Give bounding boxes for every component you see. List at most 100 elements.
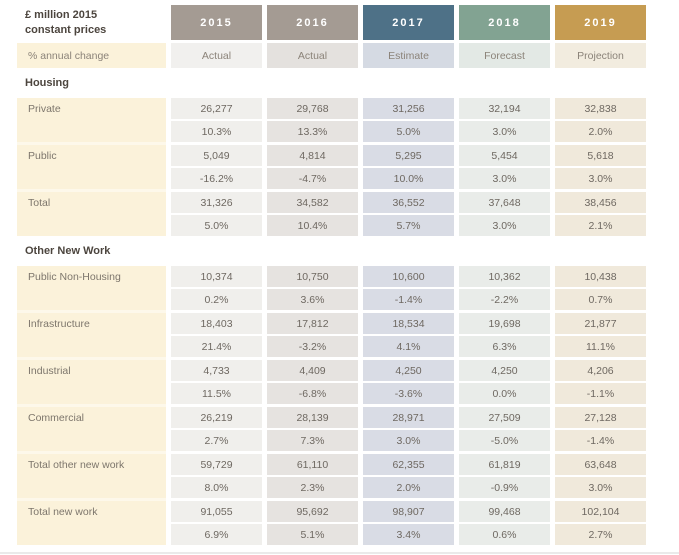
value-cell: 91,055 bbox=[171, 501, 262, 522]
change-cell: 3.0% bbox=[459, 215, 550, 236]
change-cell: 6.3% bbox=[459, 336, 550, 357]
table-row-group: Total 31,326 34,582 36,552 37,648 38,456 5.0% 1… bbox=[17, 189, 647, 236]
value-cell: 95,692 bbox=[267, 501, 358, 522]
change-cell: 2.0% bbox=[555, 121, 646, 142]
change-cell: 5.1% bbox=[267, 524, 358, 545]
value-cell: 32,194 bbox=[459, 98, 550, 119]
row-label: Private bbox=[17, 98, 166, 142]
change-cell: 0.0% bbox=[459, 383, 550, 404]
value-cell: 10,438 bbox=[555, 266, 646, 287]
value-cell: 21,877 bbox=[555, 313, 646, 334]
change-cell: 0.2% bbox=[171, 289, 262, 310]
status-cell-2018: Forecast bbox=[459, 43, 550, 68]
value-cell: 34,582 bbox=[267, 192, 358, 213]
change-cell: 5.0% bbox=[171, 215, 262, 236]
status-cell-2015: Actual bbox=[171, 43, 262, 68]
row-label: Commercial bbox=[17, 404, 166, 451]
table-row-group: Total other new work 59,729 61,110 62,355 61… bbox=[17, 451, 647, 498]
year-header-cell-2017: 2017 bbox=[363, 5, 454, 40]
value-cell: 26,277 bbox=[171, 98, 262, 119]
value-cell: 37,648 bbox=[459, 192, 550, 213]
table-title-line1: £ million 2015 bbox=[25, 8, 98, 21]
value-cell: 29,768 bbox=[267, 98, 358, 119]
status-cell-2019: Projection bbox=[555, 43, 646, 68]
change-cell: 11.5% bbox=[171, 383, 262, 404]
change-cell: 3.0% bbox=[555, 168, 646, 189]
value-cell: 4,409 bbox=[267, 360, 358, 381]
change-cell: 13.3% bbox=[267, 121, 358, 142]
section-title: Housing bbox=[25, 76, 69, 89]
value-cell: 27,128 bbox=[555, 407, 646, 428]
table-body: Housing Private 26,277 29,768 31,256 32,194 32… bbox=[17, 70, 647, 545]
value-cell: 4,814 bbox=[267, 145, 358, 166]
value-cell: 27,509 bbox=[459, 407, 550, 428]
change-cell: -5.0% bbox=[459, 430, 550, 451]
row-label: Industrial bbox=[17, 357, 166, 404]
table-row-group: Public 5,049 4,814 5,295 5,454 5,618 -16.2% -4.… bbox=[17, 142, 647, 189]
value-cell: 63,648 bbox=[555, 454, 646, 475]
change-cell: 8.0% bbox=[171, 477, 262, 498]
change-cell: 3.6% bbox=[267, 289, 358, 310]
value-cell: 10,374 bbox=[171, 266, 262, 287]
change-cell: 3.0% bbox=[459, 121, 550, 142]
value-cell: 5,295 bbox=[363, 145, 454, 166]
value-cell: 5,454 bbox=[459, 145, 550, 166]
value-cell: 18,403 bbox=[171, 313, 262, 334]
value-cell: 5,618 bbox=[555, 145, 646, 166]
change-cell: 10.3% bbox=[171, 121, 262, 142]
change-cell: 2.7% bbox=[555, 524, 646, 545]
change-cell: 2.3% bbox=[267, 477, 358, 498]
table-title: £ million 2015 constant prices bbox=[17, 5, 166, 40]
value-cell: 10,750 bbox=[267, 266, 358, 287]
change-cell: 7.3% bbox=[267, 430, 358, 451]
value-cell: 10,600 bbox=[363, 266, 454, 287]
value-cell: 36,552 bbox=[363, 192, 454, 213]
value-cell: 98,907 bbox=[363, 501, 454, 522]
value-cell: 99,468 bbox=[459, 501, 550, 522]
value-cell: 4,250 bbox=[459, 360, 550, 381]
change-cell: 21.4% bbox=[171, 336, 262, 357]
change-cell: 5.0% bbox=[363, 121, 454, 142]
change-cell: -2.2% bbox=[459, 289, 550, 310]
change-cell: 6.9% bbox=[171, 524, 262, 545]
value-cell: 102,104 bbox=[555, 501, 646, 522]
change-cell: 2.1% bbox=[555, 215, 646, 236]
status-cell-2016: Actual bbox=[267, 43, 358, 68]
table-row-group: Infrastructure 18,403 17,812 18,534 19,698 21… bbox=[17, 310, 647, 357]
change-cell: 3.0% bbox=[555, 477, 646, 498]
change-cell: -1.4% bbox=[555, 430, 646, 451]
change-cell: 5.7% bbox=[363, 215, 454, 236]
value-cell: 5,049 bbox=[171, 145, 262, 166]
value-cell: 31,326 bbox=[171, 192, 262, 213]
table-row-group: Public Non-Housing 10,374 10,750 10,600 10,3… bbox=[17, 266, 647, 310]
year-header-cell-2015: 2015 bbox=[171, 5, 262, 40]
change-cell: -0.9% bbox=[459, 477, 550, 498]
change-cell: -16.2% bbox=[171, 168, 262, 189]
value-cell: 4,733 bbox=[171, 360, 262, 381]
value-cell: 62,355 bbox=[363, 454, 454, 475]
change-cell: 2.0% bbox=[363, 477, 454, 498]
annual-change-label: % annual change bbox=[17, 43, 166, 68]
value-cell: 18,534 bbox=[363, 313, 454, 334]
value-cell: 38,456 bbox=[555, 192, 646, 213]
change-cell: 10.4% bbox=[267, 215, 358, 236]
row-label: Infrastructure bbox=[17, 310, 166, 357]
table-row-group: Total new work 91,055 95,692 98,907 99,468 10… bbox=[17, 498, 647, 545]
table-row-group: Commercial 26,219 28,139 28,971 27,509 27,128… bbox=[17, 404, 647, 451]
value-cell: 26,219 bbox=[171, 407, 262, 428]
change-cell: 3.4% bbox=[363, 524, 454, 545]
table-title-line2: constant prices bbox=[25, 23, 107, 36]
year-header-cell-2016: 2016 bbox=[267, 5, 358, 40]
value-cell: 17,812 bbox=[267, 313, 358, 334]
change-cell: 11.1% bbox=[555, 336, 646, 357]
value-cell: 61,819 bbox=[459, 454, 550, 475]
table-row-group: Private 26,277 29,768 31,256 32,194 32,838 10.… bbox=[17, 98, 647, 142]
value-cell: 4,250 bbox=[363, 360, 454, 381]
year-header-cell-2018: 2018 bbox=[459, 5, 550, 40]
change-cell: 2.7% bbox=[171, 430, 262, 451]
change-cell: -3.2% bbox=[267, 336, 358, 357]
row-label: Public bbox=[17, 142, 166, 189]
row-label: Total bbox=[17, 189, 166, 236]
value-cell: 61,110 bbox=[267, 454, 358, 475]
